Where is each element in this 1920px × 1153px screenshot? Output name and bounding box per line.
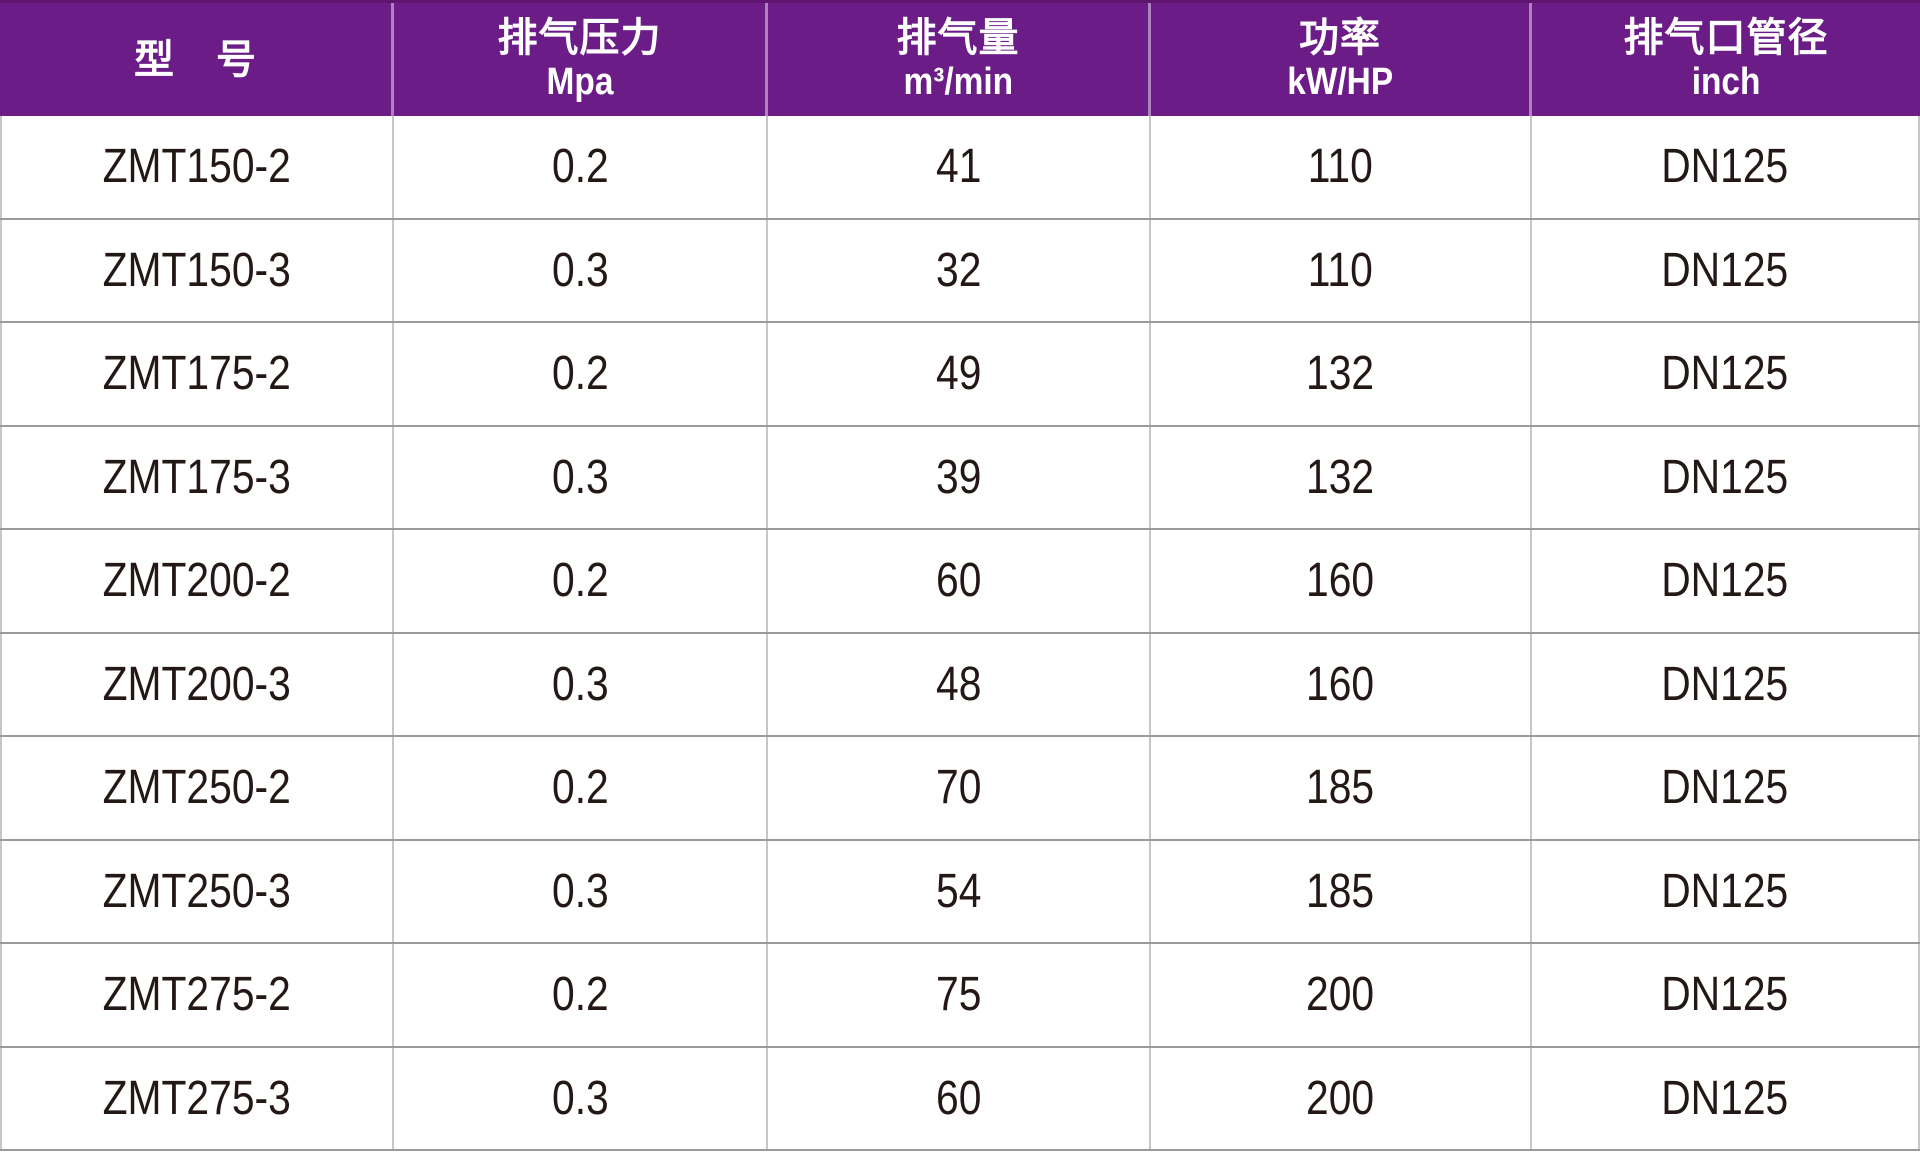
cell-pressure: 0.3 <box>394 426 768 528</box>
table-header-row: 型 号 排气压力 Mpa 排气量 m³/min 功率 kW/HP 排气口管径 i… <box>0 0 1920 116</box>
table-row: ZMT275-3 0.3 60 200 DN125 <box>0 1047 1920 1151</box>
cell-flow: 75 <box>768 944 1151 1046</box>
col-header-flow: 排气量 m³/min <box>768 3 1151 116</box>
cell-flow: 49 <box>768 323 1151 425</box>
table-row: ZMT275-2 0.2 75 200 DN125 <box>0 944 1920 1048</box>
cell-pipe: DN125 <box>1532 633 1920 735</box>
cell-power: 185 <box>1151 737 1532 839</box>
cell-pressure: 0.2 <box>394 116 768 218</box>
cell-model: ZMT200-3 <box>0 633 394 735</box>
col-header-model: 型 号 <box>0 3 394 116</box>
cell-flow: 70 <box>768 737 1151 839</box>
col-header-pipe-label: 排气口管径 <box>1623 15 1829 60</box>
cell-pipe: DN125 <box>1532 323 1920 425</box>
col-header-pressure-unit: Mpa <box>546 60 613 103</box>
cell-pipe: DN125 <box>1532 426 1920 528</box>
cell-flow: 60 <box>768 1047 1151 1149</box>
cell-power: 132 <box>1151 426 1532 528</box>
col-header-pressure: 排气压力 Mpa <box>394 3 768 116</box>
table-row: ZMT200-3 0.3 48 160 DN125 <box>0 633 1920 737</box>
cell-power: 160 <box>1151 530 1532 632</box>
cell-flow: 54 <box>768 840 1151 942</box>
cell-pipe: DN125 <box>1532 530 1920 632</box>
cell-pipe: DN125 <box>1532 219 1920 321</box>
table-row: ZMT150-2 0.2 41 110 DN125 <box>0 116 1920 220</box>
table-row: ZMT150-3 0.3 32 110 DN125 <box>0 219 1920 323</box>
table-row: ZMT200-2 0.2 60 160 DN125 <box>0 530 1920 634</box>
cell-model: ZMT250-3 <box>0 840 394 942</box>
cell-pipe: DN125 <box>1532 944 1920 1046</box>
cell-power: 200 <box>1151 1047 1532 1149</box>
cell-model: ZMT275-3 <box>0 1047 394 1149</box>
cell-pipe: DN125 <box>1532 840 1920 942</box>
cell-power: 110 <box>1151 219 1532 321</box>
cell-pressure: 0.2 <box>394 530 768 632</box>
cell-pressure: 0.3 <box>394 1047 768 1149</box>
table-row: ZMT250-3 0.3 54 185 DN125 <box>0 840 1920 944</box>
col-header-pipe: 排气口管径 inch <box>1532 3 1920 116</box>
cell-pressure: 0.2 <box>394 737 768 839</box>
cell-pressure: 0.3 <box>394 633 768 735</box>
cell-model: ZMT150-2 <box>0 116 394 218</box>
cell-flow: 41 <box>768 116 1151 218</box>
cell-model: ZMT275-2 <box>0 944 394 1046</box>
cell-flow: 39 <box>768 426 1151 528</box>
cell-model: ZMT175-2 <box>0 323 394 425</box>
cell-pressure: 0.3 <box>394 219 768 321</box>
col-header-pipe-unit: inch <box>1691 60 1761 103</box>
cell-model: ZMT200-2 <box>0 530 394 632</box>
cell-pressure: 0.3 <box>394 840 768 942</box>
col-header-power-unit: kW/HP <box>1287 60 1393 103</box>
table-row: ZMT175-2 0.2 49 132 DN125 <box>0 323 1920 427</box>
cell-pressure: 0.2 <box>394 323 768 425</box>
cell-power: 132 <box>1151 323 1532 425</box>
col-header-power-label: 功率 <box>1299 15 1381 60</box>
col-header-model-label: 型 号 <box>134 37 257 82</box>
cell-pipe: DN125 <box>1532 1047 1920 1149</box>
table-row: ZMT250-2 0.2 70 185 DN125 <box>0 737 1920 841</box>
cell-power: 110 <box>1151 116 1532 218</box>
cell-power: 185 <box>1151 840 1532 942</box>
cell-pipe: DN125 <box>1532 116 1920 218</box>
cell-pipe: DN125 <box>1532 737 1920 839</box>
cell-flow: 60 <box>768 530 1151 632</box>
col-header-power: 功率 kW/HP <box>1151 3 1532 116</box>
table-body: ZMT150-2 0.2 41 110 DN125 ZMT150-3 0.3 3… <box>0 116 1920 1151</box>
cell-pressure: 0.2 <box>394 944 768 1046</box>
col-header-pressure-label: 排气压力 <box>497 15 662 60</box>
col-header-flow-label: 排气量 <box>896 15 1020 60</box>
cell-power: 200 <box>1151 944 1532 1046</box>
cell-model: ZMT150-3 <box>0 219 394 321</box>
cell-model: ZMT250-2 <box>0 737 394 839</box>
cell-model: ZMT175-3 <box>0 426 394 528</box>
table-row: ZMT175-3 0.3 39 132 DN125 <box>0 426 1920 530</box>
col-header-flow-unit: m³/min <box>903 60 1013 103</box>
cell-power: 160 <box>1151 633 1532 735</box>
cell-flow: 32 <box>768 219 1151 321</box>
cell-flow: 48 <box>768 633 1151 735</box>
